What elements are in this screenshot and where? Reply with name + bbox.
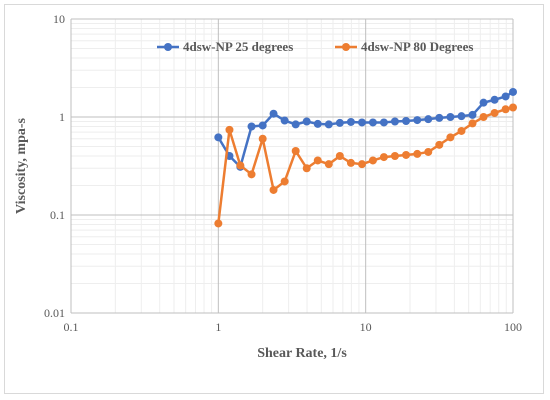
- data-point: [446, 133, 455, 142]
- data-point: [368, 118, 377, 127]
- chart-area: 0.1 1 10 100 0.01 0.1 1 10 4dsw-NP 25 degrees 4d…: [4, 4, 544, 394]
- data-point: [509, 103, 517, 112]
- series-layer: [214, 87, 517, 228]
- data-point: [269, 185, 278, 194]
- data-point: [413, 116, 422, 125]
- data-point: [291, 146, 300, 155]
- data-point: [501, 105, 510, 114]
- data-point: [413, 149, 422, 158]
- y-tick-label: 0.01: [44, 306, 65, 320]
- data-point: [313, 156, 322, 165]
- data-point: [335, 118, 344, 127]
- data-point: [236, 161, 245, 170]
- series-1: [214, 87, 517, 171]
- data-point: [324, 120, 333, 129]
- legend-label: 4dsw-NP 80 Degrees: [361, 39, 473, 54]
- data-point: [457, 126, 466, 135]
- data-point: [291, 120, 300, 129]
- series-line: [217, 106, 514, 224]
- legend-entry-2: 4dsw-NP 80 Degrees: [335, 39, 473, 54]
- legend-entry-1: 4dsw-NP 25 degrees: [157, 39, 293, 54]
- legend: 4dsw-NP 25 degrees 4dsw-NP 80 Degrees: [157, 39, 473, 54]
- legend-label: 4dsw-NP 25 degrees: [183, 39, 293, 54]
- data-point: [247, 170, 256, 179]
- data-point: [247, 122, 256, 131]
- data-point: [402, 117, 411, 126]
- data-point: [379, 153, 388, 162]
- data-point: [479, 113, 488, 121]
- data-point: [390, 117, 399, 126]
- x-tick-label: 1: [215, 320, 221, 334]
- data-point: [302, 164, 311, 173]
- data-point: [501, 92, 510, 101]
- data-point: [258, 134, 267, 143]
- data-point: [258, 121, 267, 130]
- data-point: [346, 117, 355, 126]
- data-point: [357, 160, 366, 169]
- data-point: [390, 151, 399, 160]
- data-point: [302, 117, 311, 126]
- data-point: [324, 160, 333, 169]
- y-axis-title: Viscosity, mpa-s: [14, 117, 29, 213]
- data-point: [346, 158, 355, 167]
- data-point: [490, 108, 499, 117]
- data-point: [280, 177, 289, 186]
- data-point: [402, 150, 411, 159]
- data-point: [379, 118, 388, 127]
- data-point: [509, 87, 517, 96]
- data-point: [214, 219, 223, 228]
- x-tick-label: 0.1: [64, 320, 79, 334]
- data-point: [468, 110, 477, 119]
- data-point: [335, 151, 344, 160]
- series-line: [217, 90, 514, 169]
- data-point: [214, 133, 223, 142]
- y-tick-label: 0.1: [50, 208, 65, 222]
- legend-marker: [164, 43, 172, 51]
- x-tick-label: 10: [360, 320, 372, 334]
- x-tick-label: 100: [504, 320, 522, 334]
- data-point: [280, 116, 289, 125]
- x-axis-title: Shear Rate, 1/s: [257, 346, 347, 361]
- data-point: [269, 109, 278, 118]
- grid-layer: [70, 18, 514, 314]
- y-tick-label: 10: [53, 12, 65, 26]
- data-point: [225, 125, 234, 134]
- legend-marker: [342, 43, 350, 51]
- data-point: [435, 140, 444, 149]
- data-point: [479, 98, 488, 107]
- data-point: [357, 118, 366, 127]
- data-point: [435, 113, 444, 122]
- data-point: [457, 112, 466, 121]
- series-2: [214, 103, 517, 228]
- data-point: [424, 147, 433, 156]
- data-point: [446, 113, 455, 121]
- data-point: [424, 115, 433, 124]
- data-point: [468, 119, 477, 128]
- data-point: [368, 156, 377, 165]
- y-tick-label: 1: [59, 110, 65, 124]
- data-point: [490, 95, 499, 104]
- data-point: [313, 119, 322, 128]
